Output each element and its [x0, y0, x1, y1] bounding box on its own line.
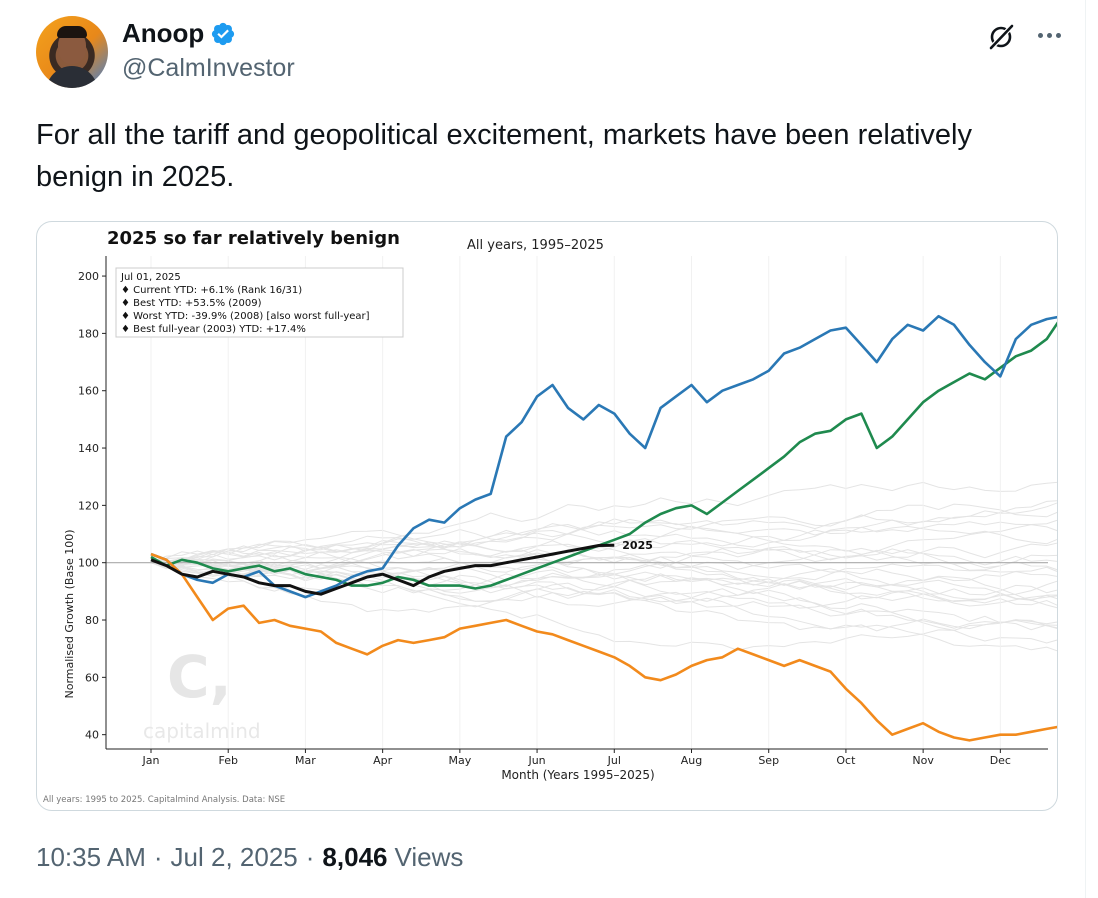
more-dot	[1055, 32, 1061, 38]
name-row: Anoop	[122, 18, 236, 49]
x-tick-label: Aug	[681, 754, 702, 767]
chart-series-labels: 2003200920082025	[622, 539, 653, 552]
chart-title: 2025 so far relatively benign	[107, 228, 400, 249]
grok-icon[interactable]	[986, 22, 1016, 52]
series-line-2025	[150, 543, 615, 596]
y-tick-label: 40	[85, 729, 99, 742]
x-tick-label: Jun	[527, 754, 545, 767]
more-dot	[1037, 32, 1043, 38]
chart-axes: Jan Feb Mar Apr May Jun Jul Aug Sep Oct Nov Dec 40 60…	[78, 256, 1048, 767]
x-tick-label: Sep	[758, 754, 779, 767]
series-line-2003	[150, 321, 1057, 590]
separator: ·	[305, 842, 315, 872]
info-box-line: ♦ Best YTD: +53.5% (2009)	[121, 298, 262, 309]
more-icon[interactable]	[1032, 20, 1066, 50]
x-tick-label: Jan	[142, 754, 160, 767]
background-series-line	[150, 519, 1057, 564]
views-count: 8,046	[322, 842, 388, 872]
info-box-line: ♦ Current YTD: +6.1% (Rank 16/31)	[121, 285, 302, 296]
background-series: 2020201020001995	[150, 481, 1057, 652]
y-tick-label: 100	[78, 557, 99, 570]
x-tick-label: Oct	[836, 754, 856, 767]
chart-subtitle: All years, 1995–2025	[467, 238, 604, 253]
watermark-logo: C,	[167, 643, 232, 711]
avatar[interactable]	[36, 16, 108, 88]
chart-grid	[150, 256, 1001, 749]
separator: ·	[153, 842, 163, 872]
views-label: Views	[394, 842, 464, 872]
y-tick-label: 80	[85, 614, 99, 627]
info-box-line: ♦ Worst YTD: -39.9% (2008) [also worst f…	[121, 311, 370, 322]
verified-badge-icon	[212, 22, 235, 45]
tweet-meta: 10:35 AM · Jul 2, 2025 · 8,046 Views	[36, 842, 463, 873]
display-name[interactable]: Anoop	[122, 18, 205, 48]
avatar-shirt	[46, 66, 98, 88]
watermark-text: capitalmind	[143, 719, 261, 743]
more-dot	[1046, 32, 1052, 38]
chart-footnote: All years: 1995 to 2025. Capitalmind Ana…	[43, 795, 285, 805]
info-box-line: ♦ Best full-year (2003) YTD: +17.4%	[121, 324, 306, 335]
tweet-date[interactable]: Jul 2, 2025	[170, 842, 298, 872]
timeline-divider	[1085, 0, 1086, 898]
y-tick-label: 200	[78, 270, 99, 283]
x-tick-label: Apr	[373, 754, 393, 767]
chart-image[interactable]: 2020201020001995 Jan Feb Mar Apr May Jun Jul Au…	[36, 221, 1058, 811]
y-tick-label: 180	[78, 327, 99, 340]
tweet-time[interactable]: 10:35 AM	[36, 842, 146, 872]
x-tick-label: Dec	[990, 754, 1011, 767]
x-axis-label: Month (Years 1995–2025)	[501, 768, 654, 782]
tweet-header: Anoop @CalmInvestor	[36, 16, 1066, 88]
y-tick-label: 140	[78, 442, 99, 455]
y-tick-label: 60	[85, 671, 99, 684]
tweet-text: For all the tariff and geopolitical exci…	[36, 119, 973, 193]
x-tick-label: Mar	[295, 754, 316, 767]
info-box-line: Jul 01, 2025	[120, 272, 181, 283]
y-tick-label: 120	[78, 499, 99, 512]
info-box: Jul 01, 2025 ♦ Current YTD: +6.1% (Rank …	[115, 267, 404, 338]
x-tick-label: May	[448, 754, 471, 767]
y-tick-label: 160	[78, 385, 99, 398]
x-tick-label: Jul	[607, 754, 621, 767]
series-line-2008	[150, 552, 1057, 742]
avatar-hair	[57, 26, 87, 38]
y-axis-label: Normalised Growth (Base 100)	[63, 529, 76, 698]
chart-svg: 2020201020001995 Jan Feb Mar Apr May Jun Jul Au…	[43, 228, 1057, 805]
background-series-line	[150, 503, 1057, 566]
series-label-2025: 2025	[622, 539, 653, 552]
x-tick-label: Feb	[218, 754, 237, 767]
series-line-2009	[150, 314, 1057, 599]
chart-series	[150, 314, 1057, 742]
x-tick-label: Nov	[912, 754, 934, 767]
handle[interactable]: @CalmInvestor	[122, 54, 295, 82]
